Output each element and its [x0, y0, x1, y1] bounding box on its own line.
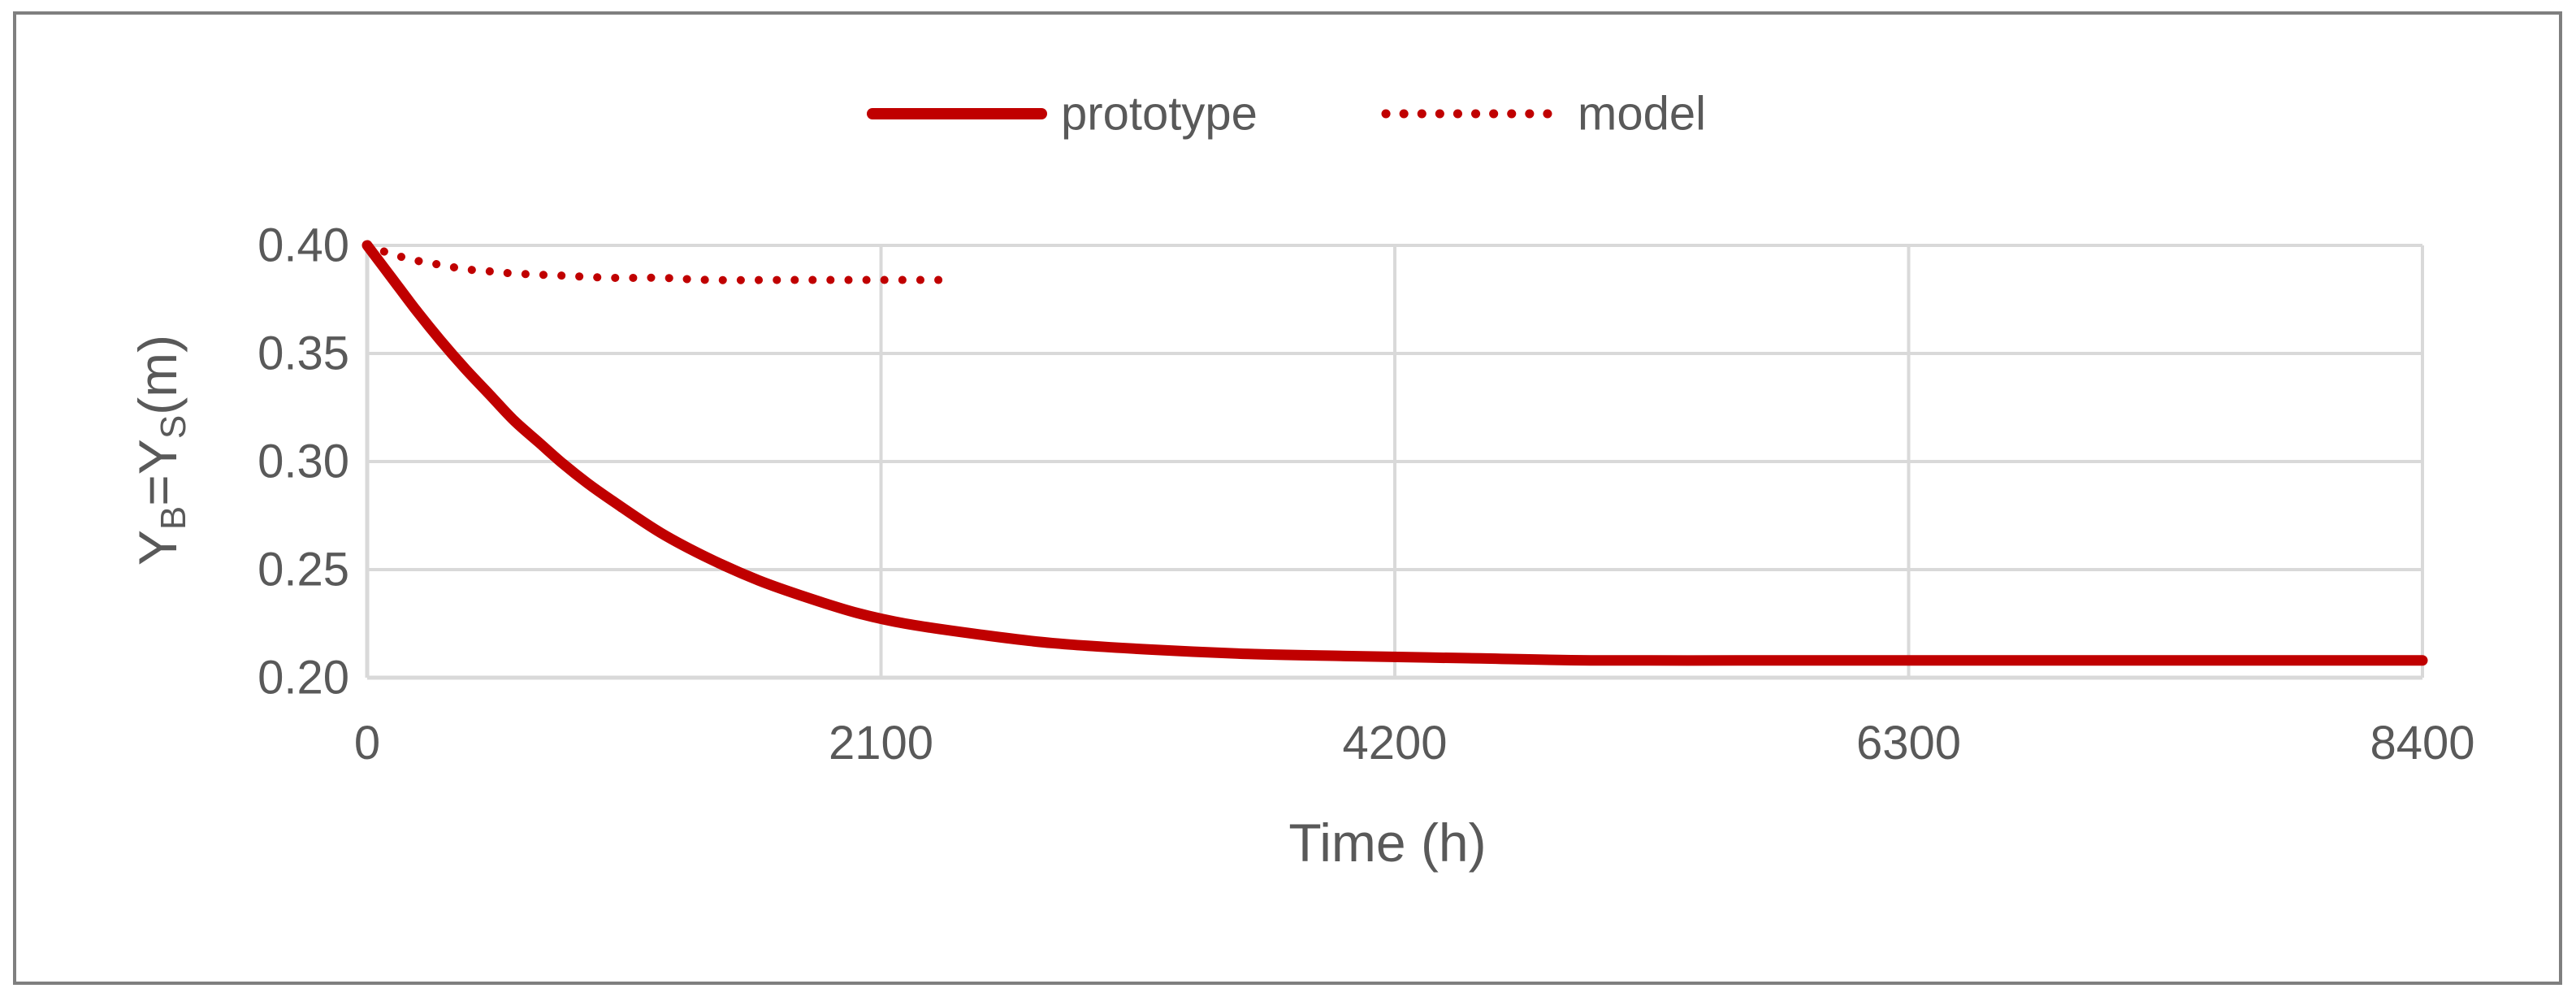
y-tick-label: 0.30: [258, 436, 349, 488]
y-tick-label: 0.35: [258, 327, 349, 380]
y-axis-title-part: (m): [128, 335, 188, 415]
y-tick-labels: 0.20 0.25 0.30 0.35 0.40: [258, 219, 349, 704]
x-tick-label: 4200: [1342, 717, 1447, 769]
series-line-model: [363, 241, 946, 284]
x-tick-label: 8400: [2370, 717, 2474, 769]
x-axis-title: Time (h): [1288, 813, 1486, 873]
y-tick-label: 0.40: [258, 219, 349, 272]
chart-border: [13, 11, 2562, 985]
legend-label-model: model: [1578, 88, 1706, 141]
y-axis-title-subscript: B: [154, 506, 193, 530]
series-line-prototype: [362, 240, 2428, 666]
series-layer: [362, 240, 2428, 666]
y-axis-title-subscript: S: [154, 415, 193, 439]
y-axis-title: YB=YS(m): [128, 335, 193, 566]
legend: prototype model: [867, 88, 1706, 141]
y-axis-title-part: Y: [128, 530, 188, 566]
grid-layer: [367, 244, 2424, 678]
x-tick-label: 6300: [1856, 717, 1961, 769]
x-tick-label: 0: [354, 717, 380, 769]
y-tick-label: 0.20: [258, 652, 349, 704]
axis-layer: [365, 245, 2422, 680]
y-tick-label: 0.25: [258, 544, 349, 596]
x-tick-label: 2100: [829, 717, 933, 769]
x-tick-labels: 0 2100 4200 6300 8400: [354, 717, 2475, 769]
legend-label-prototype: prototype: [1061, 88, 1258, 141]
y-axis-title-part: =Y: [128, 439, 188, 506]
